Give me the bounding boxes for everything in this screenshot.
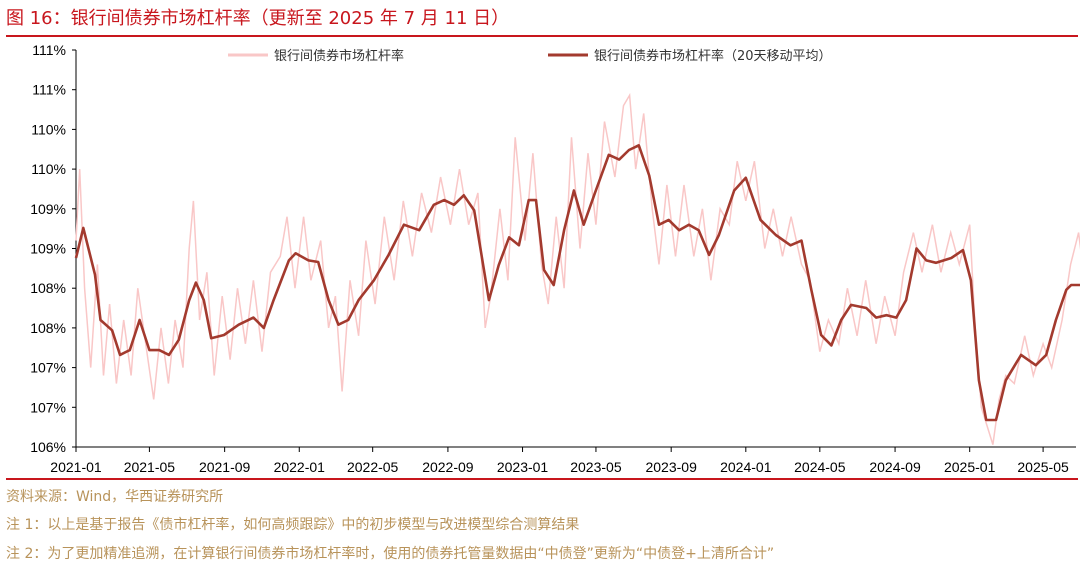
legend-label-raw: 银行间债券市场杠杆率	[274, 48, 404, 64]
x-tick-label: 2023-01	[497, 459, 549, 475]
x-tick-label: 2021-09	[199, 459, 251, 475]
y-tick-label: 108%	[30, 280, 66, 296]
x-tick-label: 2021-01	[50, 459, 102, 475]
y-tick-label: 108%	[30, 320, 66, 336]
y-tick-label: 107%	[30, 399, 66, 415]
bottom-divider	[6, 478, 1078, 480]
y-tick-label: 109%	[30, 201, 66, 217]
x-tick-label: 2024-05	[794, 459, 846, 475]
y-tick-label: 109%	[30, 241, 66, 257]
top-divider	[6, 35, 1078, 37]
y-tick-label: 111%	[32, 42, 66, 58]
y-tick-label: 107%	[30, 360, 66, 376]
y-tick-label: 110%	[31, 161, 66, 177]
x-tick-label: 2024-01	[720, 459, 772, 475]
x-tick-label: 2025-01	[944, 459, 996, 475]
x-tick-label: 2022-09	[422, 459, 474, 475]
x-tick-label: 2022-05	[347, 459, 399, 475]
legend: 银行间债券市场杠杆率 银行间债券市场杠杆率（20天移动平均）	[228, 48, 832, 64]
x-tick-label: 2021-05	[124, 459, 176, 475]
chart: 106% 107% 107% 108% 108% 109% 109% 110% 110% 111%…	[30, 42, 1080, 475]
x-tick-label: 2024-09	[869, 459, 921, 475]
x-tick-label: 2025-05	[1017, 459, 1069, 475]
y-tick-label: 106%	[30, 439, 66, 455]
legend-label-ma: 银行间债券市场杠杆率（20天移动平均）	[594, 48, 832, 64]
x-tick-label: 2023-05	[570, 459, 622, 475]
series-raw-line	[75, 92, 1080, 445]
y-tick-label: 111%	[32, 82, 66, 98]
series-ma-line	[74, 144, 1080, 422]
source-note: 资料来源：Wind，华西证券研究所	[6, 489, 224, 505]
x-tick-label: 2023-09	[645, 459, 697, 475]
x-tick-label: 2022-01	[274, 459, 326, 475]
footnote-2: 注 2：为了更加精准追溯，在计算银行间债券市场杠杆率时，使用的债券托管量数据由“…	[6, 546, 775, 562]
y-tick-label: 110%	[31, 121, 66, 137]
footnote-1: 注 1：以上是基于报告《债市杠杆率，如何高频跟踪》中的初步模型与改进模型综合测算…	[6, 517, 580, 533]
figure-title: 图 16：银行间债券市场杠杆率（更新至 2025 年 7 月 11 日）	[6, 8, 510, 29]
